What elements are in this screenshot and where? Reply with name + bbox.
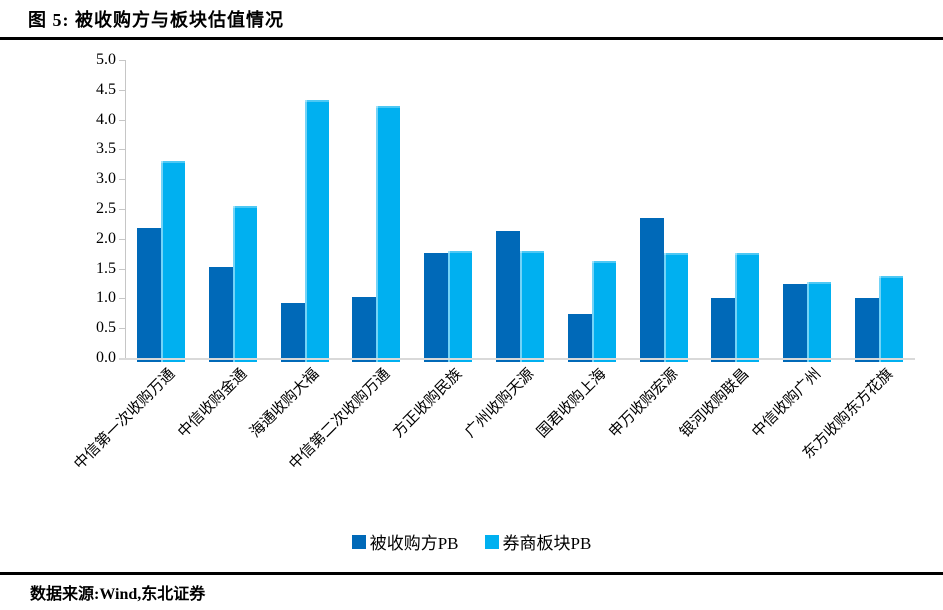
x-axis-line <box>119 358 915 360</box>
legend-swatch-dark-blue <box>351 534 366 549</box>
x-category-label: 方正收购民族 <box>390 366 466 441</box>
bar-acquired-pb <box>280 302 305 362</box>
y-tick-mark <box>119 238 125 240</box>
x-category-label: 国君收购上海 <box>534 366 610 441</box>
bar-acquired-pb <box>496 231 520 362</box>
bar-sector-pb <box>591 260 616 362</box>
x-category-label: 广州收购天源 <box>462 366 538 441</box>
bar-acquired-pb <box>136 228 161 362</box>
bar-sector-pb <box>232 206 257 362</box>
x-category-label: 中信第一次收购万通 <box>71 366 179 473</box>
bar-acquired-pb <box>424 252 449 362</box>
legend-label: 券商板块PB <box>502 534 592 553</box>
bar-sector-pb <box>448 251 473 362</box>
legend-swatch-light-blue <box>484 534 499 549</box>
x-category-label: 海通收购大福 <box>246 366 322 441</box>
bar-acquired-pb <box>855 297 880 362</box>
y-tick-label: 0.0 <box>96 349 116 366</box>
y-tick-label: 5.0 <box>96 51 116 68</box>
x-category-label: 银河收购联昌 <box>677 366 753 441</box>
title-divider-line <box>0 37 943 40</box>
y-tick-label: 3.5 <box>96 140 116 158</box>
data-source-note: 数据来源:Wind,东北证券 <box>30 586 206 603</box>
y-tick-mark <box>119 149 125 151</box>
y-tick-label: 4.5 <box>96 80 116 98</box>
y-tick-mark <box>119 89 125 91</box>
y-tick-label: 3.0 <box>96 170 116 188</box>
y-tick-mark <box>119 298 125 300</box>
legend-label: 被收购方PB <box>369 534 459 553</box>
bar-acquired-pb <box>567 313 592 362</box>
bar-sector-pb <box>807 282 832 362</box>
y-tick-label: 2.0 <box>96 229 116 247</box>
y-tick-mark <box>119 268 125 270</box>
y-tick-label: 0.5 <box>96 319 116 337</box>
bar-acquired-pb <box>783 283 808 362</box>
footer-divider-line <box>0 572 943 575</box>
y-tick-label: 1.5 <box>96 259 116 277</box>
y-tick-label: 1.0 <box>96 289 116 307</box>
y-tick-mark <box>119 209 125 210</box>
y-axis-line <box>125 60 126 360</box>
bar-sector-pb <box>304 99 329 362</box>
bar-sector-pb <box>520 251 544 362</box>
y-tick-mark <box>119 328 125 330</box>
y-tick-mark <box>119 119 125 121</box>
x-category-label: 申万收购宏源 <box>605 366 681 441</box>
bar-sector-pb <box>376 106 401 362</box>
x-category-label: 中信收购金通 <box>175 366 251 441</box>
legend-entry-acquired-pb: 被收购方PB <box>351 529 459 554</box>
bar-sector-pb <box>879 275 904 362</box>
bar-acquired-pb <box>208 267 233 362</box>
y-tick-mark <box>119 60 125 61</box>
bar-acquired-pb <box>352 297 377 362</box>
bar-acquired-pb <box>639 217 664 362</box>
bar-sector-pb <box>735 252 760 362</box>
bar-sector-pb <box>663 253 688 362</box>
y-tick-mark <box>119 179 125 181</box>
x-category-label: 中信收购广州 <box>749 366 825 441</box>
chart-legend: 被收购方PB 券商板块PB <box>0 529 943 554</box>
bar-sector-pb <box>160 161 185 362</box>
legend-entry-sector-pb: 券商板块PB <box>484 529 592 554</box>
y-tick-label: 4.0 <box>96 110 116 128</box>
figure-title: 图 5: 被收购方与板块估值情况 <box>28 10 284 30</box>
bar-acquired-pb <box>711 297 736 362</box>
y-tick-label: 2.5 <box>96 200 116 217</box>
